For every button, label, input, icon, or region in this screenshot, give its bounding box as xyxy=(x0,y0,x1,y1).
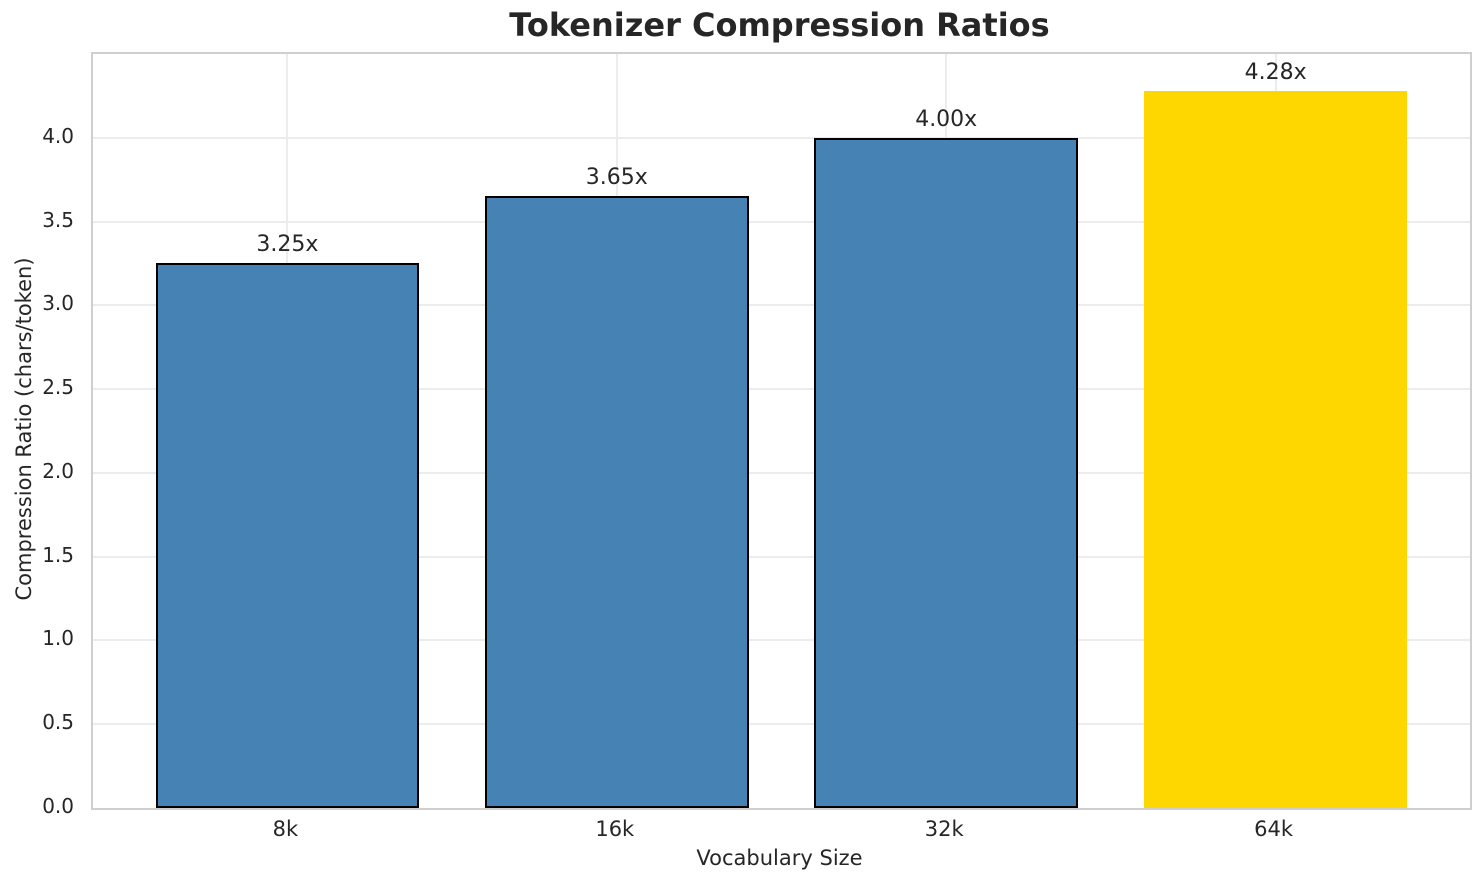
x-axis-label: Vocabulary Size xyxy=(696,846,863,870)
bar-value-label: 4.28x xyxy=(1244,59,1307,85)
y-tick-label: 3.5 xyxy=(42,207,74,232)
y-tick-label: 2.5 xyxy=(42,375,74,400)
gridline-horizontal xyxy=(93,639,1470,642)
y-tick-label: 4.0 xyxy=(42,123,74,148)
plot-area: 3.25x 3.65x 4.00x 4.28x xyxy=(91,52,1472,810)
x-tick-label: 8k xyxy=(272,817,299,841)
bar-32k xyxy=(814,137,1078,808)
gridline-horizontal xyxy=(93,471,1470,474)
gridline-horizontal xyxy=(93,555,1470,558)
y-tick-label: 1.0 xyxy=(42,626,74,651)
x-tick-label: 16k xyxy=(595,817,635,841)
bar-value-label: 3.65x xyxy=(585,165,648,191)
bar-value-label: 4.00x xyxy=(915,106,978,132)
y-tick-label: 1.5 xyxy=(42,542,74,567)
y-tick-label: 0.5 xyxy=(42,710,74,735)
y-tick-label: 3.0 xyxy=(42,291,74,316)
gridline-horizontal xyxy=(93,220,1470,223)
chart-title: Tokenizer Compression Ratios xyxy=(509,6,1050,44)
y-tick-label: 0.0 xyxy=(42,794,74,818)
bar-8k xyxy=(155,263,420,808)
y-tick-label: 2.0 xyxy=(42,458,74,483)
gridline-horizontal xyxy=(93,388,1470,391)
gridline-horizontal xyxy=(93,136,1470,139)
gridline-horizontal xyxy=(93,723,1470,726)
gridline-horizontal xyxy=(93,304,1470,307)
x-tick-label: 64k xyxy=(1254,817,1294,841)
bar-value-label: 3.25x xyxy=(256,232,319,258)
x-tick-label: 32k xyxy=(924,817,964,841)
bar-64k xyxy=(1143,90,1408,808)
bar-16k xyxy=(485,196,749,808)
